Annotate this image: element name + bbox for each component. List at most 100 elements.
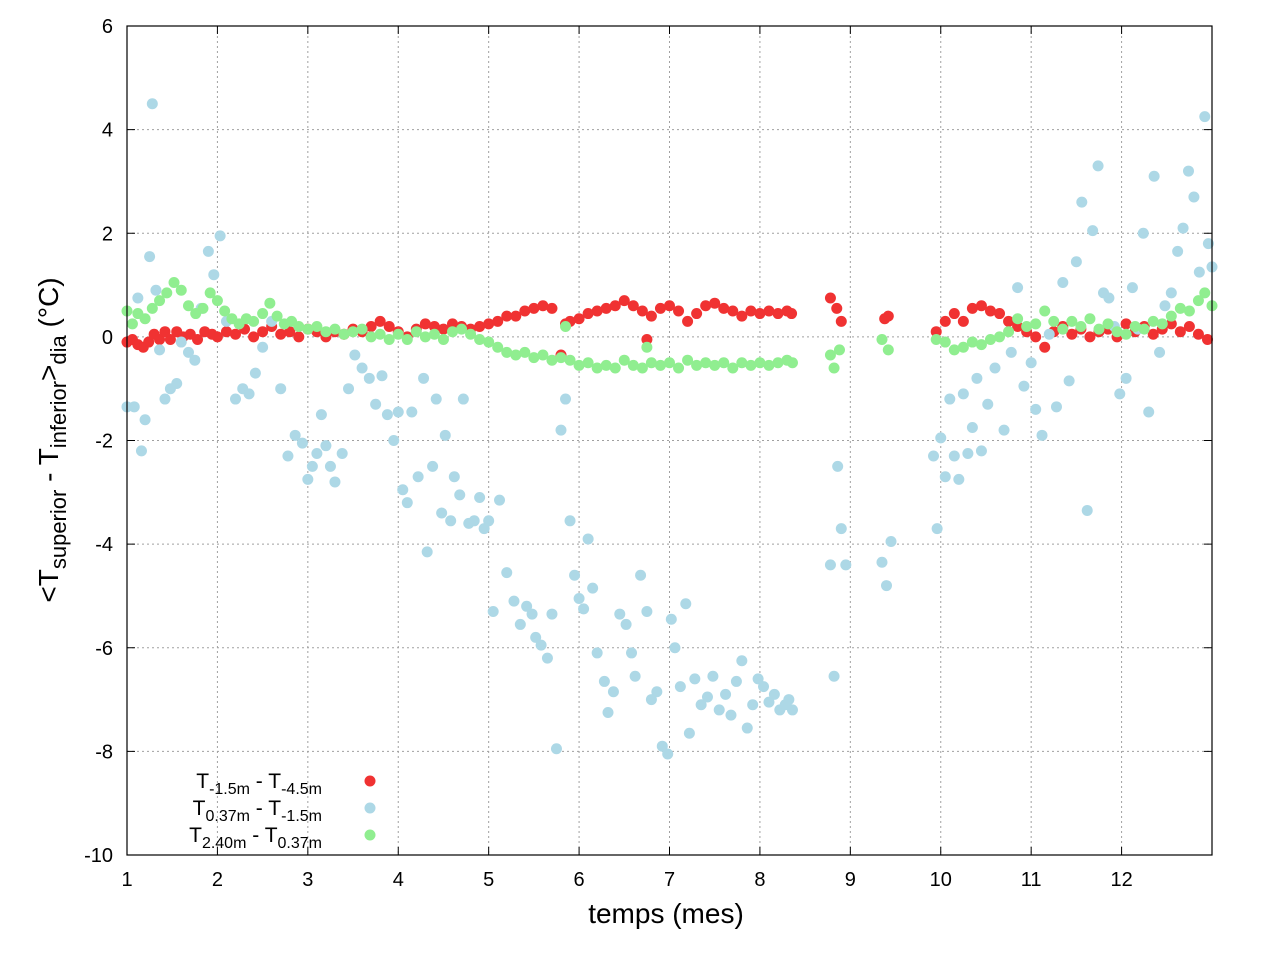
point-s2-92	[975, 339, 987, 351]
point-s0-74	[727, 305, 739, 317]
point-s1-35	[324, 460, 336, 472]
point-s0-17	[230, 328, 241, 340]
point-s0-22	[275, 328, 287, 340]
point-s0-104	[1084, 331, 1096, 343]
point-s2-49	[519, 346, 531, 358]
point-s1-60	[457, 393, 469, 405]
point-s2-31	[356, 323, 368, 335]
point-s1-113	[736, 655, 748, 667]
point-s2-40	[437, 333, 449, 345]
point-s2-61	[618, 354, 630, 366]
y-tick-label-7: -8	[95, 741, 113, 763]
point-s1-138	[953, 473, 965, 485]
point-s1-150	[1025, 357, 1037, 369]
point-s0-57	[582, 308, 594, 320]
point-s1-73	[530, 631, 542, 643]
point-s1-67	[494, 494, 506, 506]
point-s1-92	[626, 647, 638, 659]
point-s0-83	[831, 302, 843, 314]
point-s2-64	[641, 341, 653, 353]
point-s2-42	[456, 323, 468, 335]
point-s2-29	[338, 328, 350, 340]
point-s2-37	[410, 326, 422, 338]
point-s0-91	[966, 302, 978, 314]
point-s1-132	[928, 450, 940, 462]
point-s1-87	[598, 675, 610, 687]
point-s1-28	[289, 429, 301, 441]
point-s0-56	[573, 313, 585, 325]
point-s1-174	[1165, 287, 1177, 299]
point-s1-99	[662, 748, 674, 760]
point-s1-110	[720, 688, 732, 700]
legend-marker-2	[364, 829, 376, 841]
point-s1-131	[885, 536, 897, 548]
point-s2-20	[264, 297, 276, 309]
legend-label-0: T-1.5m - T-4.5m	[196, 770, 322, 798]
point-s2-36	[401, 333, 413, 345]
point-s1-149	[1018, 380, 1030, 392]
point-s2-90	[957, 341, 969, 353]
point-s1-69	[508, 595, 520, 607]
point-s2-59	[600, 359, 612, 371]
x-tick-label-9: 10	[930, 869, 952, 891]
point-s2-50	[528, 352, 540, 364]
point-s2-103	[1075, 321, 1087, 333]
point-s1-172	[1154, 346, 1166, 358]
point-s0-34	[383, 321, 395, 333]
point-s2-85	[876, 333, 888, 345]
point-s0-115	[1183, 321, 1195, 333]
point-s1-129	[876, 556, 888, 568]
point-s0-20	[257, 326, 269, 338]
point-s1-170	[1143, 406, 1155, 418]
point-s2-46	[492, 341, 504, 353]
point-s1-84	[582, 533, 594, 545]
point-s1-26	[275, 383, 287, 395]
point-s2-56	[573, 359, 585, 371]
point-s0-38	[419, 318, 431, 330]
point-s1-175	[1172, 245, 1184, 257]
point-s1-89	[607, 686, 619, 698]
point-s0-78	[763, 305, 775, 317]
point-s1-48	[401, 497, 413, 509]
point-s2-100	[1048, 315, 1060, 327]
point-s1-109	[713, 704, 725, 716]
point-s1-143	[975, 445, 987, 457]
point-s2-104	[1084, 313, 1096, 325]
point-s0-66	[654, 302, 666, 314]
x-tick-label-10: 11	[1021, 869, 1042, 891]
point-s0-81	[786, 308, 798, 320]
point-s2-84	[833, 344, 845, 356]
point-s1-54	[430, 393, 442, 405]
point-s1-24	[257, 341, 269, 353]
point-s1-45	[388, 435, 400, 446]
point-s2-27	[320, 326, 332, 338]
point-s1-169	[1137, 227, 1149, 239]
point-s0-51	[537, 300, 549, 312]
point-s1-160	[1087, 225, 1099, 237]
point-s0-114	[1174, 326, 1186, 338]
point-s1-133	[931, 523, 943, 535]
point-s1-146	[998, 424, 1010, 436]
point-s0-65	[645, 310, 657, 322]
point-s2-30	[347, 326, 359, 338]
point-s2-25	[302, 323, 314, 335]
point-s2-26	[311, 321, 323, 333]
point-s1-30	[302, 473, 314, 485]
point-s2-117	[1199, 287, 1211, 299]
point-s1-52	[421, 546, 433, 558]
point-s1-70	[514, 618, 526, 630]
point-s1-88	[602, 707, 614, 719]
point-s1-115	[747, 699, 759, 711]
point-s0-6	[154, 333, 166, 345]
point-s2-68	[673, 362, 685, 374]
point-s2-9	[182, 300, 194, 312]
point-s1-81	[569, 569, 581, 581]
point-s1-39	[349, 349, 361, 361]
point-s2-72	[709, 359, 721, 371]
point-s1-130	[881, 580, 892, 592]
point-s1-180	[1199, 111, 1211, 123]
point-s1-157	[1070, 256, 1082, 268]
point-s0-16	[220, 326, 232, 338]
point-s1-97	[651, 686, 663, 698]
